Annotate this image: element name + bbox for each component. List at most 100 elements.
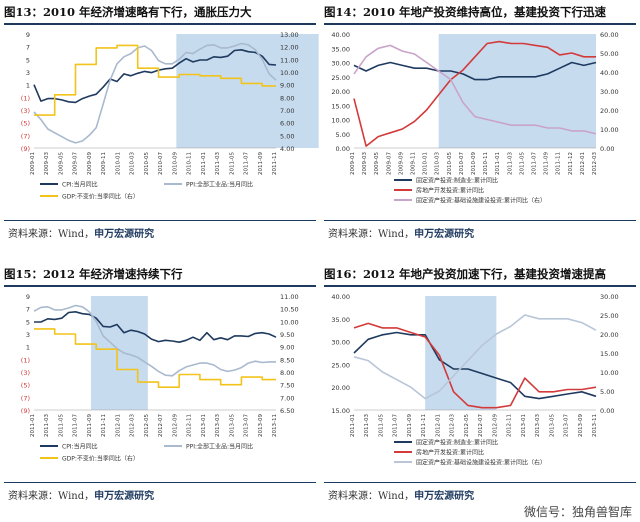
x-tick-label: 2012-03 <box>450 414 456 437</box>
x-tick-label: 2011-11 <box>272 152 278 175</box>
right-tick-label: 5.00 <box>280 132 294 140</box>
source-note: 资料来源：Wind，申万宏源研究 <box>328 491 475 502</box>
x-tick-label: 2011-01 <box>30 414 36 437</box>
right-tick-label: 11.00 <box>280 56 299 64</box>
left-tick-label: 9 <box>26 293 30 301</box>
x-tick-label: 2011-03 <box>364 414 370 437</box>
chart-panel-16: 图16：2012 年地产投资加速下行，基建投资增速提高 40.00 35.00 30… <box>324 266 636 518</box>
left-tick-label: 40.00 <box>331 31 350 39</box>
x-tick-label: 2009-03 <box>44 152 50 175</box>
x-tick-label: 2011-11 <box>101 414 107 437</box>
right-tick-label: 20.00 <box>600 107 619 115</box>
x-tick-label: 2011-03 <box>507 152 513 175</box>
chart-panel-15: 图15：2012 年经济增速持续下行 9 7 5 3 1 (1) (3) (5) (7) (9) 1… <box>4 266 316 518</box>
right-tick-label: 13.00 <box>280 31 299 39</box>
left-tick-label: 25.00 <box>331 361 350 369</box>
left-tick-label: (5) <box>21 120 30 128</box>
left-tick-label: 1 <box>26 344 30 352</box>
x-tick-label: 2011-05 <box>58 414 64 437</box>
x-tick-label: 2011-07 <box>393 414 399 437</box>
series-line <box>353 44 597 135</box>
right-tick-label: 50.00 <box>600 50 619 58</box>
left-tick-label: 5.00 <box>336 131 350 139</box>
x-tick-label: 2012-09 <box>492 414 498 437</box>
series-line <box>34 44 276 116</box>
left-tick-label: 7 <box>26 44 30 52</box>
left-tick-label: 20.00 <box>331 88 350 96</box>
line-chart: 40.00 35.00 30.00 25.00 20.00 15.00 10.00 5.00 0… <box>331 31 619 205</box>
x-tick-label: 2010-07 <box>158 152 164 175</box>
right-tick-label: 25.00 <box>600 312 619 320</box>
x-tick-label: 2013-09 <box>578 414 584 437</box>
x-tick-label: 2012-01 <box>435 414 441 437</box>
left-tick-label: 0.00 <box>336 145 350 153</box>
x-tick-label: 2012-01 <box>115 414 121 437</box>
x-tick-label: 2012-11 <box>507 414 513 437</box>
x-tick-label: 2013-05 <box>229 414 235 437</box>
x-tick-label: 2012-11 <box>187 414 193 437</box>
x-tick-label: 2010-03 <box>435 152 441 175</box>
x-tick-label: 2010-01 <box>115 152 121 175</box>
x-tick-label: 2013-05 <box>549 414 555 437</box>
right-tick-label: 6.50 <box>280 407 294 415</box>
left-tick-label: 3 <box>26 331 30 339</box>
left-tick-label: (5) <box>21 382 30 390</box>
right-tick-label: 7.00 <box>280 394 294 402</box>
legend-label: PPI:全部工业品:当月同比 <box>186 443 253 451</box>
x-tick-label: 2013-03 <box>215 414 221 437</box>
source-rule <box>4 482 316 483</box>
right-tick-label: 9.00 <box>280 344 294 352</box>
chart-title: 图16：2012 年地产投资加速下行，基建投资增速提高 <box>324 267 607 281</box>
series-line <box>353 314 597 400</box>
left-tick-label: 5 <box>26 56 30 64</box>
chart-title: 图15：2012 年经济增速持续下行 <box>4 267 183 281</box>
x-tick-label: 2010-09 <box>172 152 178 175</box>
left-tick-label: 35.00 <box>331 45 350 53</box>
title-rule <box>324 285 636 287</box>
legend-label: GDP:不变价:当季同比（右） <box>62 193 139 201</box>
x-tick-label: 2009-01 <box>30 152 36 175</box>
x-tick-label: 2012-07 <box>478 414 484 437</box>
series-line <box>353 331 597 400</box>
left-tick-label: 30.00 <box>331 60 350 68</box>
right-tick-label: 8.50 <box>280 356 294 364</box>
title-rule <box>4 23 316 25</box>
x-tick-label: 2009-07 <box>73 152 79 175</box>
left-tick-label: (1) <box>21 94 30 102</box>
chart-panel-13: 图13：2010 年经济增速略有下行，通胀压力大 9 7 5 3 1 (1) (3) (5) (… <box>4 4 319 256</box>
right-tick-label: 20.00 <box>600 331 619 339</box>
right-tick-label: 4.00 <box>280 145 294 153</box>
left-tick-label: (7) <box>21 132 30 140</box>
right-tick-label: 5.00 <box>600 388 614 396</box>
legend-label: 固定资产投资:制造业:累计同比 <box>416 439 498 447</box>
right-tick-label: 8.00 <box>280 94 294 102</box>
left-tick-label: 40.00 <box>331 293 350 301</box>
right-tick-label: 6.00 <box>280 120 294 128</box>
left-tick-label: 15.00 <box>331 407 350 415</box>
x-tick-label: 2012-03 <box>592 152 598 175</box>
series-line <box>33 49 277 104</box>
x-tick-label: 2013-11 <box>592 414 598 437</box>
x-tick-label: 2011-11 <box>421 414 427 437</box>
line-chart: 9 7 5 3 1 (1) (3) (5) (7) (9) 11.00 10.50 10.00 9.50 9… <box>21 293 299 463</box>
x-tick-label: 2010-07 <box>459 152 465 175</box>
source-note: 资料来源：Wind，申万宏源研究 <box>8 491 155 502</box>
right-tick-label: 0.00 <box>600 145 614 153</box>
highlight-band <box>90 296 148 410</box>
x-tick-label: 2013-07 <box>244 414 250 437</box>
x-tick-label: 2009-03 <box>362 152 368 175</box>
right-tick-label: 9.50 <box>280 331 294 339</box>
right-tick-label: 7.00 <box>280 107 294 115</box>
right-tick-label: 15.00 <box>600 350 619 358</box>
x-tick-label: 2011-01 <box>201 152 207 175</box>
right-tick-label: 30.00 <box>600 88 619 96</box>
x-tick-label: 2013-01 <box>201 414 207 437</box>
x-tick-label: 2010-09 <box>471 152 477 175</box>
x-tick-label: 2009-07 <box>386 152 392 175</box>
left-tick-label: 25.00 <box>331 74 350 82</box>
legend-label: 房地产开发投资:累计同比 <box>416 449 484 457</box>
x-tick-label: 2011-09 <box>407 414 413 437</box>
right-tick-label: 8.00 <box>280 369 294 377</box>
right-tick-label: 40.00 <box>600 69 619 77</box>
series-line <box>33 304 276 377</box>
